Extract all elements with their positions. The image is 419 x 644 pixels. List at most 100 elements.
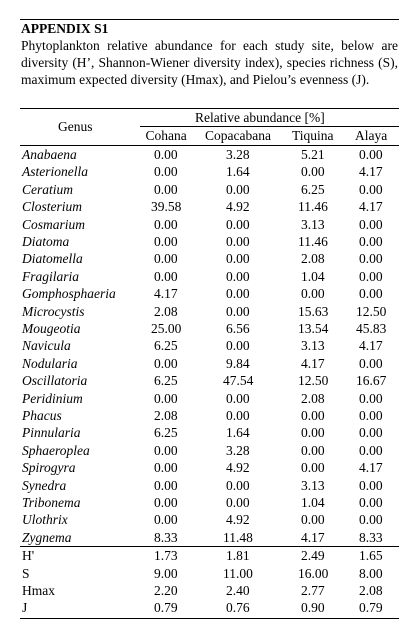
genus-name: Diatoma	[22, 234, 70, 249]
cell: 1.04	[301, 495, 325, 510]
genus-name: Diatomella	[22, 251, 83, 267]
cell: 3.13	[301, 338, 325, 354]
cell: 15.63	[298, 303, 329, 319]
rule	[20, 145, 399, 146]
cell: 3.13	[301, 216, 325, 232]
rule	[20, 617, 399, 619]
cell: 2.40	[226, 583, 250, 598]
cell: 0.00	[359, 495, 383, 510]
rule	[20, 19, 399, 20]
cell: 3.28	[226, 442, 250, 458]
cell: 0.00	[226, 303, 250, 319]
genus-header: Genus	[58, 119, 93, 134]
cell: 0.00	[359, 408, 383, 423]
cell: 2.08	[301, 251, 325, 267]
genus-name: Gomphosphaeria	[22, 286, 116, 302]
cell: 0.00	[226, 216, 250, 232]
cell: 8.33	[154, 529, 178, 545]
cell: 0.00	[154, 495, 178, 510]
cell: 0.00	[359, 477, 383, 493]
cell: 0.00	[226, 251, 250, 267]
cell: 2.08	[154, 303, 178, 319]
cell: 3.13	[301, 477, 325, 493]
cell: 1.64	[226, 164, 250, 180]
cell: 45.83	[356, 321, 387, 336]
cell: 0.00	[154, 251, 178, 267]
cell: 0.00	[226, 477, 250, 493]
cell: 4.17	[359, 199, 383, 215]
cell: 5.21	[301, 147, 325, 162]
cell: 6.25	[154, 425, 178, 441]
cell: 0.00	[301, 286, 325, 302]
cell: 0.79	[154, 600, 178, 616]
title: APPENDIX S1	[21, 21, 109, 36]
column-header: Copacabana	[205, 128, 271, 143]
cell: 0.00	[226, 408, 250, 423]
cell: 0.00	[359, 286, 383, 302]
genus-name: Spirogyra	[22, 460, 76, 476]
cell: 4.17	[359, 338, 383, 354]
cell: 4.17	[359, 460, 383, 476]
cell: 0.00	[359, 234, 383, 249]
genus-name: Phacus	[22, 408, 62, 423]
cell: 4.92	[226, 512, 250, 528]
metric-name: H'	[22, 548, 35, 564]
cell: 6.25	[301, 181, 325, 197]
genus-name: Ceratium	[22, 181, 74, 197]
cell: 2.08	[301, 390, 325, 406]
genus-name: Ulothrix	[22, 512, 68, 528]
cell: 0.00	[301, 164, 325, 180]
genus-name: Mougeotia	[22, 321, 81, 336]
cell: 0.00	[154, 164, 178, 180]
cell: 0.00	[359, 390, 383, 406]
cell: 12.50	[356, 303, 387, 319]
cell: 12.50	[298, 373, 329, 389]
cell: 1.65	[359, 548, 383, 564]
metric-name: S	[22, 565, 30, 581]
cell: 2.08	[154, 408, 178, 423]
cell: 0.79	[359, 600, 383, 616]
group-header: Relative abundance [%]	[195, 110, 325, 125]
cell: 11.46	[298, 234, 328, 249]
cell: 0.00	[154, 512, 178, 528]
cell: 47.54	[223, 373, 254, 389]
genus-name: Navicula	[22, 338, 71, 354]
cell: 0.00	[359, 216, 383, 232]
cell: 39.58	[151, 199, 182, 215]
cell: 11.00	[223, 565, 253, 581]
cell: 9.84	[226, 355, 250, 371]
cell: 0.00	[359, 268, 383, 284]
cell: 0.00	[359, 512, 383, 528]
metric-name: J	[22, 600, 28, 616]
cell: 0.00	[154, 216, 178, 232]
column-header: Alaya	[355, 128, 388, 143]
cell: 16.67	[356, 373, 387, 389]
cell: 0.00	[226, 338, 250, 354]
cell: 0.00	[154, 181, 178, 197]
cell: 0.00	[154, 442, 178, 458]
cell: 4.17	[154, 286, 178, 302]
cell: 0.00	[154, 268, 178, 284]
cell: 6.25	[154, 338, 178, 354]
cell: 0.00	[154, 147, 178, 162]
cell: 0.00	[359, 147, 383, 162]
cell: 2.08	[359, 583, 383, 598]
cell: 0.00	[301, 512, 325, 528]
cell: 2.77	[301, 583, 325, 598]
genus-name: Fragilaria	[22, 268, 80, 284]
cell: 3.28	[226, 147, 250, 162]
cell: 0.00	[226, 181, 250, 197]
genus-name: Nodularia	[22, 355, 78, 371]
column-header: Cohana	[145, 128, 187, 143]
genus-name: Synedra	[22, 477, 67, 493]
cell: 0.00	[226, 234, 250, 249]
cell: 0.00	[154, 355, 178, 371]
cell: 0.00	[226, 268, 250, 284]
cell: 11.46	[298, 199, 328, 215]
genus-name: Pinnularia	[22, 425, 81, 441]
genus-name: Sphaeroplea	[22, 442, 90, 458]
cell: 0.00	[359, 251, 383, 267]
cell: 0.00	[301, 425, 325, 441]
rule	[140, 126, 399, 127]
cell: 0.00	[301, 408, 325, 423]
